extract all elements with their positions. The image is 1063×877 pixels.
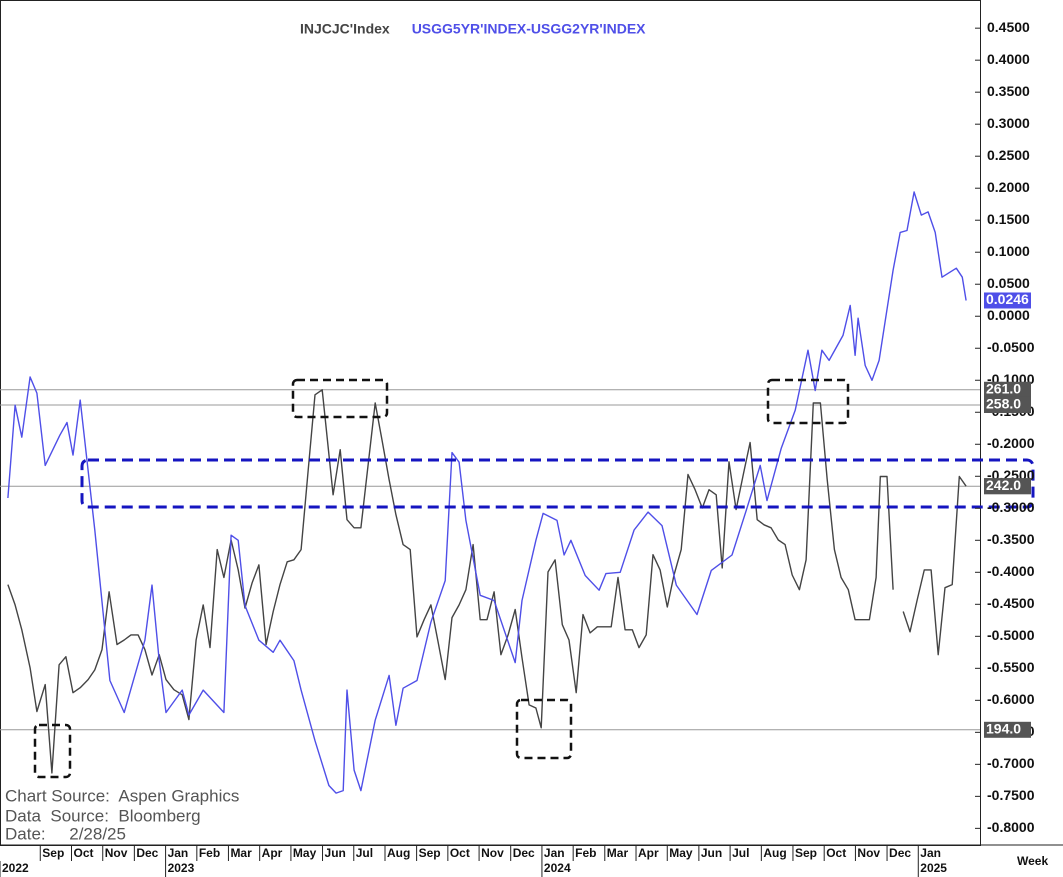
x-tick-label: Apr [262,846,283,860]
x-tick-label: May [293,846,317,860]
y-tick-label: 0.3000 [987,115,1030,131]
year-label: 2025 [920,861,947,875]
x-tick-label: Jul [732,846,749,860]
footer-text: Chart Source: Aspen Graphics [5,786,239,805]
x-tick-label: Sep [42,846,64,860]
y-tick-label: -0.3000 [987,499,1035,515]
y-tick-label: 0.1000 [987,243,1030,259]
x-tick-label: Mar [607,846,629,860]
y-tick-label: 0.0000 [987,307,1030,323]
y-tick-label: -0.4000 [987,563,1035,579]
x-tick-label: Jan [920,846,941,860]
reference-label: 261.0 [986,380,1021,396]
y-tick-label: 0.3500 [987,83,1030,99]
highlight-box [515,698,573,760]
highlight-box [33,723,72,779]
plot-layer [0,191,980,794]
x-tick-label: Dec [889,846,911,860]
y-tick-label: 0.1500 [987,211,1030,227]
x-tick-label: Nov [857,846,880,860]
reference-label: 194.0 [986,720,1021,736]
x-tick-label: Jan [544,846,565,860]
reference-label-box [984,381,1031,398]
x-tick-label: Jun [325,846,346,860]
x-tick-label: Oct [826,846,846,860]
y-tick-label: -0.2000 [987,435,1035,451]
y-tick-label: -0.5000 [987,627,1035,643]
y-tick-label: 0.0500 [987,275,1030,291]
last-value-label: 0.0246 [986,291,1029,307]
last-value-label: 242.0 [986,477,1021,493]
reference-label: 258.0 [986,396,1021,412]
highlight-box [766,378,850,425]
last-value-label-box [984,292,1031,309]
y-tick-label: -0.3500 [987,531,1035,547]
x-tick-label: Feb [575,846,596,860]
x-tick-label: Oct [450,846,470,860]
x-tick-label: Nov [481,846,504,860]
x-tick-label: Jul [356,846,373,860]
year-label: 2023 [168,861,195,875]
x-tick-label: Dec [136,846,158,860]
legend-entry: USGG5YR'INDEX-USGG2YR'INDEX [412,21,646,37]
y-tick-label: 0.4000 [987,51,1030,67]
footer-text: Data Source: Bloomberg [5,806,201,825]
x-tick-label: Jun [701,846,722,860]
x-axis-label: Week [1017,854,1048,868]
x-tick-label: Feb [199,846,220,860]
reference-label-box [984,721,1031,738]
y-tick-label: -0.5500 [987,659,1035,675]
highlight-box [80,458,1035,509]
y-tick-label: 0.2500 [987,147,1030,163]
y-tick-label: -0.8000 [987,819,1035,835]
y-tick-label: -0.0500 [987,339,1035,355]
legend-entry: INJCJC'Index [300,21,390,37]
x-tick-label: Sep [795,846,817,860]
reference-label-box [984,396,1031,413]
year-label: 2024 [544,861,571,875]
x-tick-label: Dec [513,846,535,860]
series-line [7,191,967,794]
y-tick-label: -0.7500 [987,787,1035,803]
year-label: 2022 [2,861,29,875]
x-tick-label: Aug [763,846,786,860]
x-tick-label: Sep [419,846,441,860]
last-value-label-box [984,478,1031,495]
footer-text: Date: 2/28/25 [5,824,126,843]
x-tick-label: May [669,846,693,860]
x-tick-label: Aug [387,846,410,860]
highlight-box [291,378,389,419]
series-line [7,389,967,774]
y-tick-label: 0.2000 [987,179,1030,195]
x-tick-label: Apr [638,846,659,860]
x-tick-label: Jan [168,846,189,860]
x-tick-label: Oct [74,846,94,860]
y-tick-label: -0.6000 [987,691,1035,707]
y-tick-label: -0.7000 [987,755,1035,771]
y-tick-label: -0.4500 [987,595,1035,611]
x-tick-label: Mar [230,846,252,860]
y-tick-label: 0.4500 [987,19,1030,35]
x-tick-label: Nov [105,846,128,860]
